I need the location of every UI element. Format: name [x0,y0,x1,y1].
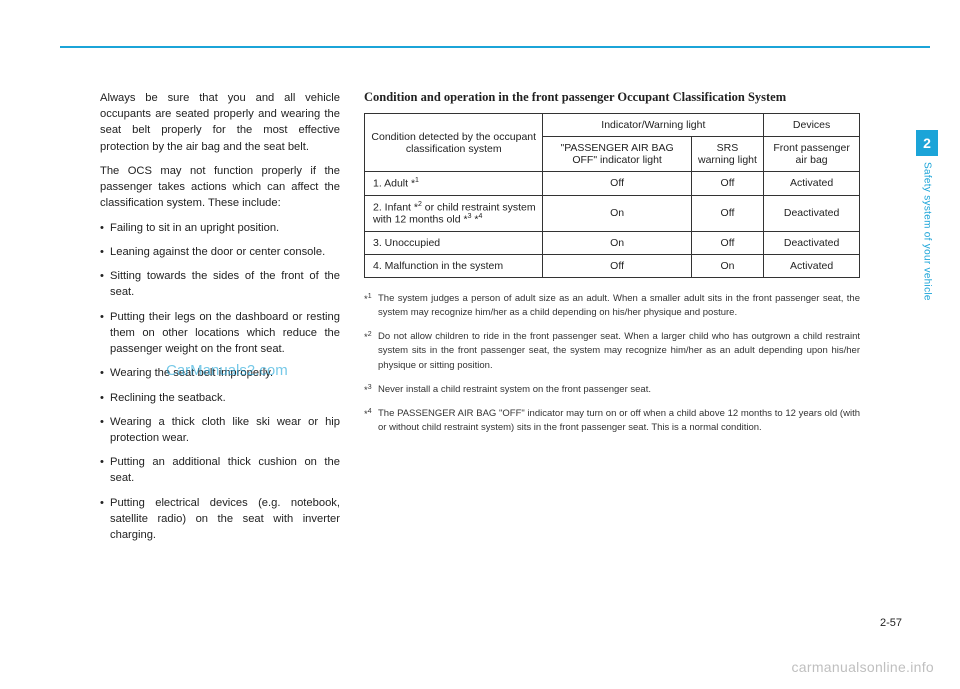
table-cell: Off [543,172,691,196]
list-item: Leaning against the door or center conso… [100,244,340,260]
footnote: *4The PASSENGER AIR BAG "OFF" indicator … [364,407,860,436]
section-title: Condition and operation in the front pas… [364,90,860,105]
side-tab: 2 Safety system of your vehicle [916,130,938,301]
list-item: Failing to sit in an upright position. [100,220,340,236]
table-cell: Activated [764,172,860,196]
table-cell: Off [543,254,691,277]
paragraph: Always be sure that you and all vehicle … [100,90,340,155]
footnotes: *1The system judges a person of adult si… [364,292,860,436]
th-indicator-group: Indicator/Warning light [543,114,764,137]
th-srs: SRS warning light [691,137,764,172]
table-cell: Activated [764,254,860,277]
table-cell: On [691,254,764,277]
chapter-label: Safety system of your vehicle [922,162,933,301]
table-cell: Deactivated [764,195,860,231]
table-cell: Deactivated [764,231,860,254]
list-item: Reclining the seatback. [100,390,340,406]
page-number: 2-57 [880,617,902,629]
th-condition: Condition detected by the occupant class… [365,114,543,172]
paragraph: The OCS may not function properly if the… [100,163,340,212]
table-cell-cond: 1. Adult *1 [365,172,543,196]
footnote: *3Never install a child restraint system… [364,383,860,397]
list-item: Putting an additional thick cushion on t… [100,454,340,486]
table-cell-cond: 3. Unoccupied [365,231,543,254]
table-cell: Off [691,195,764,231]
table-cell: On [543,195,691,231]
right-column: Condition and operation in the front pas… [364,90,860,551]
bullet-list: Failing to sit in an upright position. L… [100,220,340,544]
table-cell: Off [691,172,764,196]
list-item: Putting their legs on the dashboard or r… [100,309,340,358]
header-rule [60,46,930,48]
footnote: *1The system judges a person of adult si… [364,292,860,321]
table-cell: On [543,231,691,254]
ocs-table: Condition detected by the occupant class… [364,113,860,278]
th-devices: Devices [764,114,860,137]
watermark-bottom: carmanualsonline.info [792,659,935,675]
list-item: Putting electrical devices (e.g. noteboo… [100,495,340,544]
chapter-number: 2 [916,130,938,156]
left-column: Always be sure that you and all vehicle … [100,90,340,551]
footnote: *2Do not allow children to ride in the f… [364,330,860,373]
watermark-center: CarManuals2.com [166,362,288,379]
list-item: Wearing a thick cloth like ski wear or h… [100,414,340,446]
list-item: Sitting towards the sides of the front o… [100,268,340,300]
table-cell-cond: 4. Malfunction in the system [365,254,543,277]
table-cell: Off [691,231,764,254]
table-cell-cond: 2. Infant *2 or child restraint system w… [365,195,543,231]
page-content: Always be sure that you and all vehicle … [100,90,860,551]
th-front-airbag: Front passenger air bag [764,137,860,172]
th-passenger-off: "PASSENGER AIR BAG OFF" indicator light [543,137,691,172]
